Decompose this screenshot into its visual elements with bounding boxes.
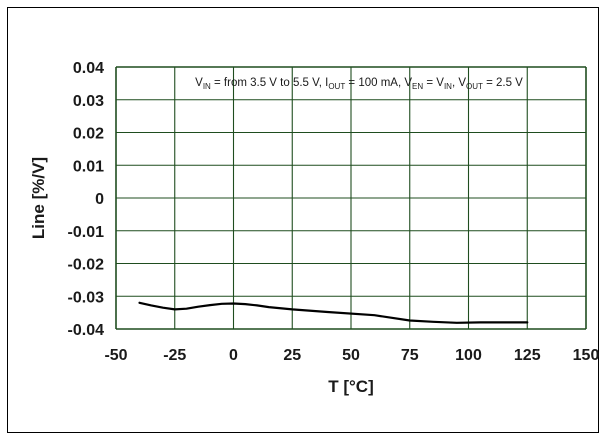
x-tick-label: 50	[342, 347, 360, 364]
x-tick-labels: -50 -25 0 25 50 75 100 125 150	[104, 347, 599, 364]
y-tick-label: -0.02	[68, 257, 105, 274]
x-axis-label: T [°C]	[328, 377, 374, 396]
x-tick-label: -50	[104, 347, 127, 364]
x-tick-label: 150	[573, 347, 600, 364]
y-tick-label: 0.02	[73, 126, 104, 143]
x-tick-label: 75	[401, 347, 419, 364]
y-tick-label: -0.04	[68, 322, 105, 339]
y-tick-label: 0.04	[73, 60, 104, 77]
y-tick-label: 0.03	[73, 93, 104, 110]
x-tick-label: 100	[455, 347, 482, 364]
y-tick-label: 0.01	[73, 158, 104, 175]
grid-lines	[115, 66, 587, 330]
y-tick-label: -0.01	[68, 224, 105, 241]
y-tick-label: -0.03	[68, 289, 105, 306]
y-tick-label: 0	[95, 191, 104, 208]
series-line	[138, 301, 529, 324]
conditions-annotation: VIN = from 3.5 V to 5.5 V, IOUT = 100 mA…	[195, 77, 523, 91]
x-tick-label: -25	[163, 347, 186, 364]
x-tick-label: 0	[229, 347, 238, 364]
y-tick-labels: 0.04 0.03 0.02 0.01 0 -0.01 -0.02 -0.03 -0.04	[68, 60, 105, 339]
chart-frame	[7, 7, 599, 433]
y-axis-label: Line [%/V]	[29, 157, 48, 239]
series-lines	[138, 301, 529, 324]
x-tick-label: 25	[283, 347, 301, 364]
x-tick-label: 125	[514, 347, 541, 364]
